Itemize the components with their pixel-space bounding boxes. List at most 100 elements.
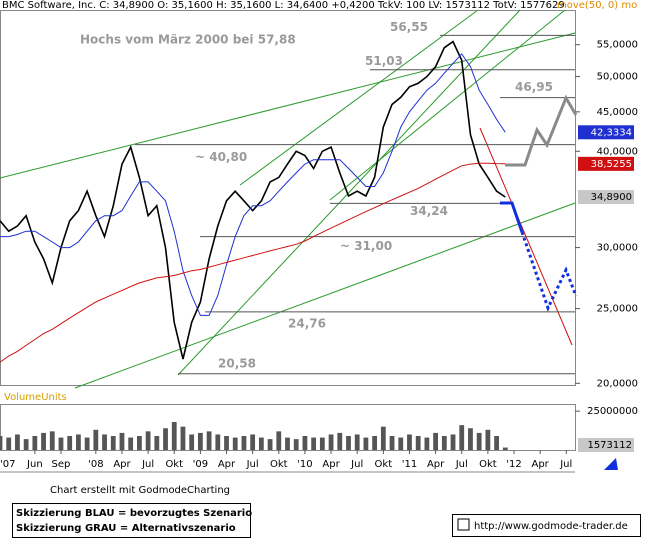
x-tick-label: Apr (113, 459, 131, 470)
volume-bar (15, 434, 20, 450)
url-icon (457, 518, 470, 531)
volume-bar (67, 436, 73, 450)
volume-bar (476, 432, 482, 450)
volume-bar (32, 436, 38, 450)
trend-line (239, 9, 479, 186)
end-label: 38,5255 (591, 159, 632, 170)
volume-bar (485, 429, 491, 450)
volume-bar (0, 436, 3, 450)
volume-bar (415, 436, 421, 450)
volume-bar (424, 437, 430, 450)
volume-bar (319, 437, 325, 450)
trend-line (329, 9, 566, 201)
volume-bar (441, 436, 447, 450)
url[interactable]: http://www.godmode-trader.de (474, 521, 628, 532)
volume-bar (346, 436, 351, 450)
x-tick-label: Okt (165, 459, 183, 470)
x-tick-label: Jul (141, 459, 154, 470)
volume-bar (372, 436, 378, 450)
x-tick-label: Apr (218, 459, 236, 470)
legend-text: Skizzierung BLAU = bevorzugtes Szenario (16, 508, 252, 519)
volume-bar (58, 437, 64, 450)
volume-label: VolumeUnits (4, 392, 67, 403)
volume-bar (110, 436, 116, 450)
end-label-bg (578, 125, 634, 140)
volume-tick-label: 25000000 (587, 406, 638, 417)
moving-average (0, 162, 506, 363)
volume-bar (6, 437, 12, 450)
moving-average (0, 53, 506, 316)
volume-bar (180, 426, 186, 450)
volume-bar (380, 426, 386, 450)
volume-bar (337, 432, 343, 450)
volume-bar (285, 437, 290, 450)
main-scenario (500, 201, 524, 233)
x-tick-label: Apr (427, 459, 445, 470)
volume-frame (0, 404, 576, 451)
x-tick-label: Jul (559, 459, 572, 470)
volume-bar (389, 436, 395, 450)
y-tick-label: 20,0000 (597, 378, 638, 389)
price-frame (0, 10, 576, 386)
volume-bar (407, 434, 412, 450)
end-label: 42,3334 (591, 127, 632, 138)
y-tick-label: 45,0000 (597, 107, 638, 118)
x-tick-label: Apr (322, 459, 340, 470)
alt-scenario (505, 94, 578, 167)
volume-bar (502, 447, 508, 450)
x-tick-label: Sep (52, 459, 71, 470)
volume-bar (398, 437, 404, 450)
x-tick-label: '12 (506, 459, 521, 470)
level-label: 34,24 (410, 204, 448, 218)
volume-bar (433, 432, 439, 450)
volume-bar (171, 422, 177, 450)
volume-bar (154, 436, 160, 450)
annotation: Hochs vom März 2000 bei 57,88 (80, 33, 296, 47)
volume-bar (468, 428, 473, 450)
volume-bar (267, 439, 273, 450)
y-tick-label: 30,0000 (597, 243, 638, 254)
x-tick-label: Jul (246, 459, 259, 470)
volume-bar (197, 432, 203, 450)
legend-text: Skizzierung GRAU = Alternativszenario (16, 523, 236, 534)
indicator: move(50, 0) mo (557, 0, 637, 11)
y-tick-label: 50,0000 (597, 72, 638, 83)
y-tick-label: 55,0000 (597, 40, 638, 51)
volume-bar (189, 434, 195, 450)
levels: 56,55 51,03 46,95 ~ 40,80 34,24 ~ 31,00 24,76 2… (135, 20, 575, 375)
trend-line (0, 32, 576, 179)
level-label: 20,58 (218, 356, 256, 370)
volume-bar (450, 434, 456, 450)
volume-bar (459, 425, 465, 450)
volume-bar (76, 434, 81, 450)
x-tick-label: '10 (297, 459, 312, 470)
level-label: 46,95 (515, 80, 553, 94)
volume-bar (102, 434, 107, 450)
price-line (0, 40, 506, 360)
credit: Chart erstellt mit GodmodeCharting (50, 485, 230, 496)
header: BMC Software, Inc. C: 34,8900 O: 35,1600… (2, 0, 565, 11)
end-label-bg (578, 190, 634, 205)
x-tick-label: '11 (402, 459, 417, 470)
volume-bar (354, 434, 360, 450)
volume-bar (328, 434, 334, 450)
x-tick-label: Jun (26, 459, 43, 470)
x-tick-label: Apr (531, 459, 549, 470)
x-tick-label: Okt (375, 459, 393, 470)
x-tick-label: '07 (0, 459, 15, 470)
trend-line (74, 202, 576, 389)
logo-icon (604, 458, 618, 470)
x-tick-label: '08 (88, 459, 103, 470)
volume-bar (250, 434, 256, 450)
volume-end-bg (578, 438, 634, 452)
volume-bar (93, 429, 99, 450)
volume-bar (232, 437, 238, 450)
volume-bar (163, 428, 168, 450)
end-label-bg (578, 156, 634, 171)
volume-bar (136, 436, 142, 450)
level-label: 24,76 (288, 316, 326, 330)
y-tick-label: 40,0000 (597, 146, 638, 157)
